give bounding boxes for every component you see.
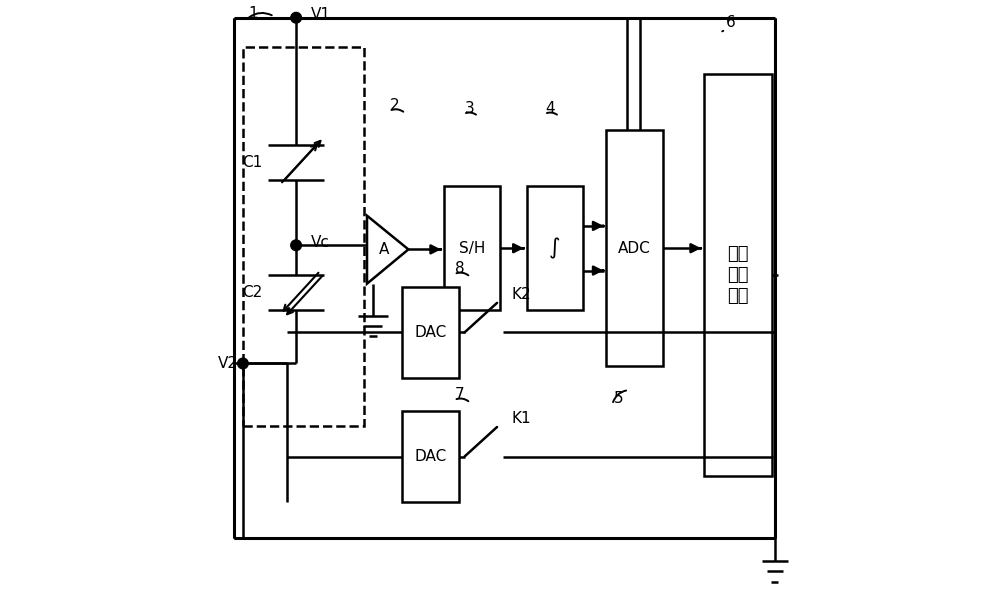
Text: V2: V2 (218, 356, 238, 371)
Text: 8: 8 (455, 261, 465, 276)
Text: 数字
处理
模块: 数字 处理 模块 (727, 245, 749, 304)
Bar (527, 186, 583, 310)
Text: 5: 5 (613, 391, 623, 407)
Text: S/H: S/H (459, 241, 485, 256)
Circle shape (291, 240, 301, 251)
Text: C2: C2 (242, 285, 262, 300)
Bar (704, 74, 772, 476)
Text: 7: 7 (455, 387, 465, 402)
Circle shape (291, 12, 301, 23)
Text: 3: 3 (464, 100, 474, 116)
Bar (402, 287, 459, 378)
Bar (444, 186, 500, 310)
Text: K2: K2 (512, 287, 531, 301)
Bar (243, 47, 364, 426)
Text: DAC: DAC (414, 449, 447, 464)
Text: K1: K1 (512, 411, 531, 426)
Text: A: A (379, 242, 389, 257)
Bar (606, 130, 663, 366)
Text: 4: 4 (545, 100, 555, 116)
Polygon shape (367, 216, 408, 284)
Text: ADC: ADC (618, 241, 651, 256)
Text: V1: V1 (311, 7, 331, 22)
Text: 1: 1 (248, 5, 258, 21)
Text: 2: 2 (390, 98, 400, 113)
Text: 6: 6 (726, 15, 735, 30)
Text: C1: C1 (242, 155, 262, 170)
Text: ∫: ∫ (549, 238, 560, 259)
Text: DAC: DAC (414, 325, 447, 340)
Circle shape (238, 358, 248, 369)
Bar (402, 411, 459, 502)
Text: Vc: Vc (311, 235, 330, 250)
